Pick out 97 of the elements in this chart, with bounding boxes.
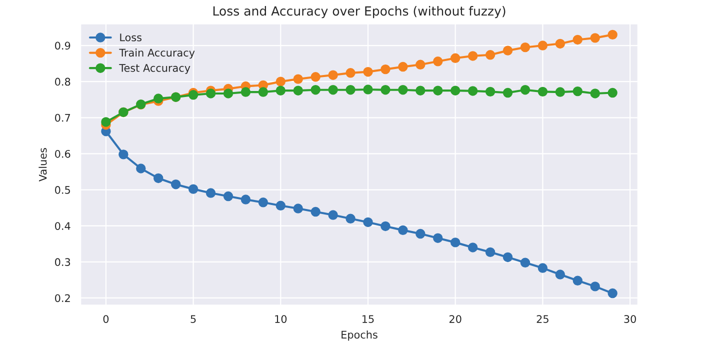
point [380, 64, 390, 74]
point [468, 86, 478, 96]
x-tick-label: 0 [103, 315, 109, 323]
point [485, 86, 496, 97]
point [276, 76, 286, 86]
point [485, 247, 496, 258]
point [223, 191, 234, 202]
point [555, 270, 566, 280]
point [398, 85, 408, 95]
point [258, 198, 268, 208]
y-tick-label: 0.3 [55, 258, 70, 266]
point [416, 228, 426, 239]
point [572, 276, 582, 286]
point [346, 68, 356, 78]
y-axis-title: Values [38, 148, 47, 182]
point [293, 74, 303, 84]
y-tick-label: 0.4 [55, 222, 70, 230]
x-tick-label: 10 [275, 315, 287, 323]
point [416, 60, 426, 70]
point [170, 180, 181, 190]
point [328, 210, 338, 220]
point [206, 88, 216, 98]
chart-title: Loss and Accuracy over Epochs (without fuzzy) [213, 6, 506, 18]
point [485, 50, 496, 60]
point [188, 90, 198, 100]
y-tick-label: 0.9 [55, 42, 70, 50]
point [538, 263, 548, 273]
point [118, 150, 128, 160]
point [380, 85, 390, 95]
legend-label: Test Accuracy [119, 64, 190, 74]
point [468, 242, 478, 252]
point [188, 184, 198, 194]
x-tick-label: 15 [362, 315, 374, 323]
point [572, 86, 582, 96]
point [608, 288, 618, 298]
y-tick-label: 0.7 [55, 114, 70, 122]
y-tick-label: 0.6 [55, 150, 70, 158]
point [520, 258, 530, 268]
point [538, 86, 548, 97]
point [363, 84, 373, 94]
point [223, 88, 234, 98]
point [101, 117, 111, 127]
point [240, 194, 251, 204]
point [538, 40, 548, 50]
point [416, 86, 426, 96]
point [328, 85, 338, 95]
point [590, 33, 600, 43]
point [310, 206, 320, 217]
point [572, 34, 582, 45]
x-axis-title: Epochs [342, 330, 378, 341]
point [502, 88, 513, 98]
point [258, 87, 268, 97]
point [310, 85, 320, 95]
point [450, 53, 460, 63]
point [206, 188, 216, 198]
point [608, 30, 618, 40]
point [153, 173, 164, 184]
point [398, 62, 408, 72]
point [328, 70, 338, 80]
point [520, 85, 530, 95]
x-tick-label: 30 [624, 315, 636, 323]
point [502, 252, 513, 262]
point [346, 85, 356, 95]
point [136, 164, 146, 174]
point [433, 86, 443, 96]
point [240, 87, 251, 97]
point [608, 88, 618, 98]
point [433, 233, 443, 243]
x-tick-label: 5 [190, 315, 196, 323]
point [346, 214, 356, 224]
point [363, 66, 373, 77]
point [398, 225, 408, 236]
point [590, 88, 600, 98]
point [450, 238, 460, 248]
x-tick-label: 20 [449, 315, 462, 323]
x-tick-label: 25 [536, 315, 548, 323]
point [293, 204, 303, 214]
y-tick-label: 0.8 [55, 78, 70, 86]
point [502, 46, 513, 56]
y-tick-label: 0.2 [55, 294, 70, 302]
point [310, 72, 320, 82]
point [153, 94, 164, 104]
point [276, 86, 286, 96]
point [363, 217, 373, 228]
point [555, 87, 566, 97]
y-tick-label: 0.5 [55, 186, 70, 194]
point [380, 221, 390, 232]
point [433, 56, 443, 66]
point [590, 282, 600, 292]
legend-label: Loss [120, 34, 142, 42]
point [520, 42, 530, 52]
point [276, 200, 286, 211]
point [293, 86, 303, 96]
legend-label: Train Accuracy [119, 48, 195, 59]
point [555, 38, 566, 49]
point [468, 51, 478, 61]
point [450, 86, 460, 96]
